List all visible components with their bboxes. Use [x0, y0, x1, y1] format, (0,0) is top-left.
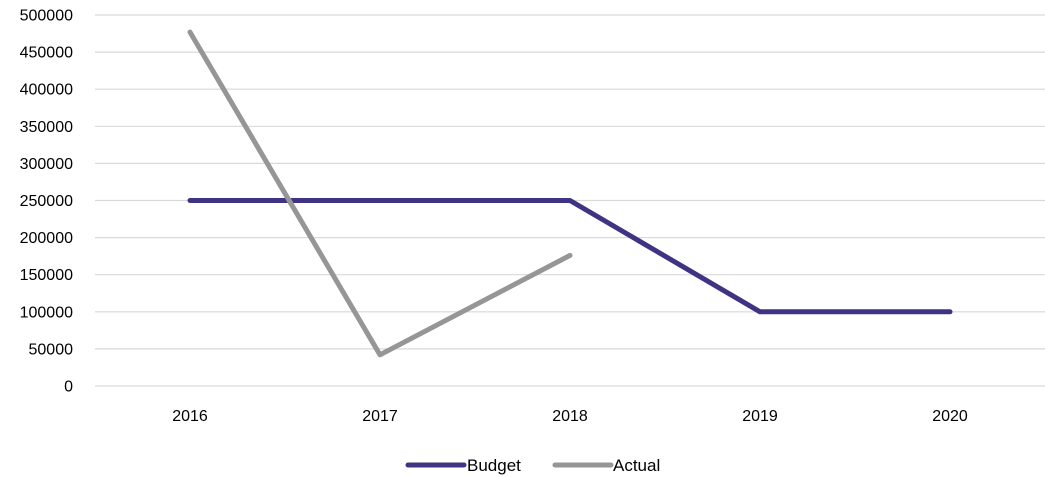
x-axis-tick-labels: 2016 2017 2018 2019 2020: [172, 408, 968, 425]
x-tick-label: 2020: [932, 408, 968, 425]
legend: Budget Actual: [408, 456, 660, 475]
y-tick-label: 300000: [20, 156, 73, 173]
legend-label-actual: Actual: [613, 456, 660, 475]
series-lines: [190, 32, 950, 355]
y-tick-label: 400000: [20, 82, 73, 99]
legend-label-budget: Budget: [467, 456, 521, 475]
y-tick-label: 350000: [20, 119, 73, 136]
x-tick-label: 2019: [742, 408, 778, 425]
y-tick-label: 200000: [20, 230, 73, 247]
y-tick-label: 500000: [20, 8, 73, 25]
y-tick-label: 150000: [20, 267, 73, 284]
x-tick-label: 2017: [362, 408, 398, 425]
x-tick-label: 2018: [552, 408, 588, 425]
y-axis-tick-labels: 0 50000 100000 150000 200000 250000 300000 3500…: [20, 8, 73, 396]
y-tick-label: 100000: [20, 304, 73, 321]
y-tick-label: 50000: [29, 341, 74, 358]
y-tick-label: 0: [64, 379, 73, 396]
x-tick-label: 2016: [172, 408, 208, 425]
y-tick-label: 450000: [20, 45, 73, 62]
y-tick-label: 250000: [20, 193, 73, 210]
series-line-actual: [190, 32, 570, 355]
